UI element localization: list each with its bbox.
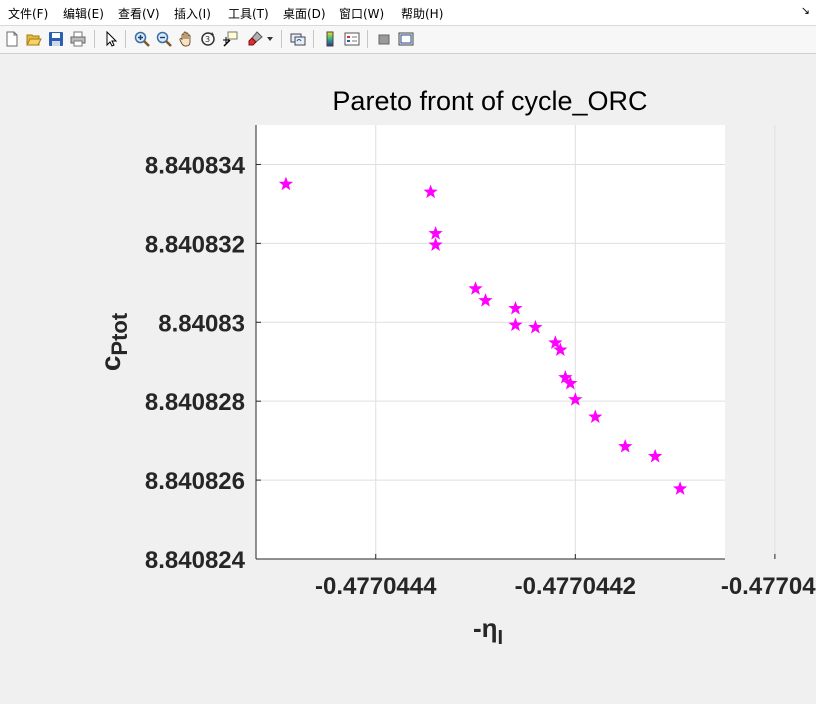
rotate-3d-icon[interactable]: 3 [198, 29, 218, 49]
y-axis-label: cPtot [95, 312, 132, 371]
y-tick-label: 8.840826 [145, 468, 245, 495]
open-file-icon[interactable] [24, 29, 44, 49]
x-tick-label: -0.477044 [721, 573, 816, 600]
data-point-star [618, 439, 633, 453]
data-points [278, 176, 688, 495]
menu-file[interactable]: 文件(F) [8, 7, 49, 21]
data-point-star [648, 448, 663, 463]
toolbar-separator [94, 30, 95, 48]
y-tick-label: 8.840824 [145, 547, 246, 574]
x-axis-label: -ηI [473, 613, 503, 649]
data-point-star [528, 319, 543, 334]
data-point-star [278, 176, 294, 191]
toolbar-separator [281, 30, 282, 48]
y-tick-label: 8.840834 [145, 152, 246, 179]
pan-hand-icon[interactable] [176, 29, 196, 49]
y-tick-label: 8.840828 [145, 389, 245, 416]
x-ticks: -0.4770444 -0.4770442 -0.477044 [315, 554, 816, 600]
x-gridlines [375, 125, 776, 559]
y-tick-label: 8.84083 [158, 310, 245, 337]
menu-help[interactable]: 帮助(H) [401, 7, 444, 21]
data-point-star [553, 342, 568, 356]
data-point-star [508, 300, 523, 315]
x-tick-label: -0.4770442 [515, 573, 636, 600]
y-tick-label: 8.840832 [145, 231, 245, 258]
y-axis-label-main: c [95, 356, 126, 372]
menu-desktop[interactable]: 桌面(D) [283, 7, 326, 21]
data-point-star [563, 375, 578, 390]
data-point-star [428, 237, 443, 252]
menu-bar: 文件(F) 编辑(E) 查看(V) 插入(I) 工具(T) 桌面(D) 窗口(W… [0, 0, 816, 26]
x-axis-label-main: -η [473, 613, 498, 643]
chart-title: Pareto front of cycle_ORC [332, 86, 647, 116]
link-plot-icon[interactable] [288, 29, 308, 49]
y-gridlines [256, 163, 725, 560]
zoom-out-icon[interactable] [154, 29, 174, 49]
data-point-star [468, 281, 483, 295]
brush-icon[interactable] [245, 29, 265, 49]
y-ticks: 8.840824 8.840826 8.840828 8.84083 8.840832 8… [145, 152, 261, 574]
save-icon[interactable] [46, 29, 66, 49]
svg-text:3: 3 [205, 35, 210, 44]
data-point-star [588, 409, 603, 424]
menu-tools[interactable]: 工具(T) [228, 7, 269, 21]
figure-canvas: -0.4770444-0.4770442-0.477044 8.8408248.… [0, 54, 816, 704]
data-point-star [672, 481, 688, 495]
data-point-star [508, 317, 523, 332]
axis-lines [255, 125, 725, 560]
chart-svg: -0.4770444-0.4770442-0.477044 8.8408248.… [95, 86, 816, 649]
data-point-star [423, 184, 438, 199]
x-axis-label-sub: I [497, 627, 503, 649]
zoom-in-icon[interactable] [132, 29, 152, 49]
menu-edit[interactable]: 编辑(E) [63, 7, 104, 21]
print-icon[interactable] [68, 29, 88, 49]
show-plot-tools-icon[interactable] [396, 29, 416, 49]
data-point-star [428, 226, 443, 240]
menu-view[interactable]: 查看(V) [118, 7, 160, 21]
toolbar-separator [313, 30, 314, 48]
y-axis-label-sub: Ptot [107, 312, 132, 355]
hide-plot-tools-icon[interactable] [374, 29, 394, 49]
new-figure-icon[interactable] [2, 29, 22, 49]
x-tick-label: -0.4770444 [315, 573, 437, 600]
dropdown-arrow-icon[interactable] [265, 29, 275, 49]
menu-insert[interactable]: 插入(I) [174, 7, 211, 21]
legend-icon[interactable] [342, 29, 362, 49]
pointer-icon[interactable] [101, 29, 121, 49]
menu-window[interactable]: 窗口(W) [339, 7, 385, 21]
data-point-star [558, 370, 573, 384]
toolbar-separator [367, 30, 368, 48]
data-point-star [548, 335, 563, 349]
data-point-star [478, 293, 493, 307]
axes-background [256, 125, 725, 559]
colorbar-icon[interactable] [320, 29, 340, 49]
toolbar-separator [125, 30, 126, 48]
data-point-star [568, 392, 583, 406]
data-cursor-icon[interactable] [220, 29, 240, 49]
collapse-toolbar-icon[interactable]: ↘ [800, 4, 810, 17]
figure-toolbar: 3 [0, 26, 816, 54]
